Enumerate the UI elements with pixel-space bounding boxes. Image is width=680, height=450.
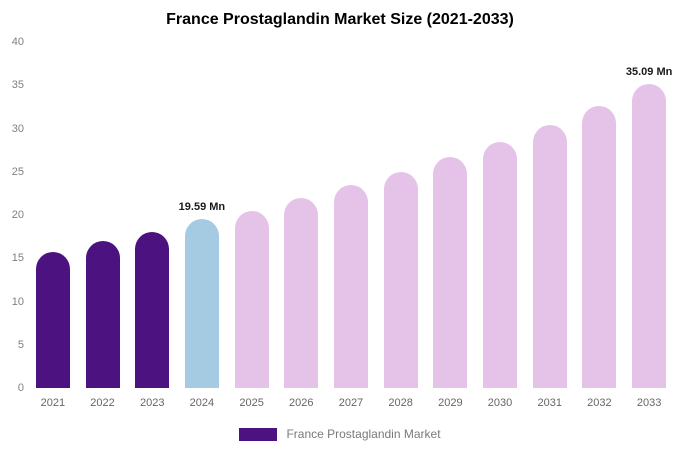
bar-2022 [85,240,120,388]
legend-label: France Prostaglandin Market [286,427,441,441]
x-tick-label: 2030 [487,397,513,409]
bar-2024 [184,218,219,388]
x-tick-label: 2021 [40,397,66,409]
bar-slot: 2029 [426,42,476,409]
bar-slot: 2022 [78,42,128,409]
data-label-2033: 35.09 Mn [625,66,673,79]
x-tick-label: 2028 [388,397,413,409]
bar-2023 [135,232,170,388]
x-tick-label: 2023 [139,397,165,409]
bar-2027 [333,184,368,388]
bar-slot: 35.09 Mn 2033 [624,42,674,409]
x-tick-label: 2022 [90,397,115,409]
x-tick-label: 2024 [189,397,215,409]
bar-slot: 2032 [575,42,625,409]
x-tick-label: 2027 [338,397,364,409]
x-tick-label: 2031 [537,397,562,409]
x-tick-label: 2029 [438,397,463,409]
y-tick-label: 25 [11,165,24,178]
y-tick-label: 30 [11,122,24,135]
y-tick-label: 20 [11,209,24,221]
bar-slot: 2031 [525,42,575,409]
y-tick-label: 0 [17,382,24,394]
data-label-2024: 19.59 Mn [178,200,226,213]
y-tick-label: 10 [11,295,24,308]
bar-2025 [234,210,269,388]
bar-slot: 2021 [28,42,78,409]
bar-slot: 2030 [475,42,525,409]
x-tick-label: 2026 [289,397,314,409]
bar-slot: 2027 [326,42,376,409]
bar-2026 [284,197,319,388]
bar-2033 [632,84,667,388]
bar-slot: 2028 [376,42,426,409]
bar-2021 [35,252,70,388]
x-tick-label: 2025 [239,397,264,409]
y-tick-label: 5 [17,338,24,351]
bar-slot: 2025 [227,42,277,409]
legend: France Prostaglandin Market [0,427,680,441]
x-tick-label: 2032 [587,397,612,409]
bar-slot: 19.59 Mn 2024 [177,42,227,409]
y-tick-label: 15 [11,252,24,265]
bar-2029 [433,157,468,388]
bar-2032 [582,106,617,388]
y-tick-label: 40 [11,36,24,48]
y-tick-label: 35 [11,79,24,92]
x-tick-label: 2033 [636,397,662,409]
y-axis: 0 5 10 15 20 25 30 35 40 [0,36,24,394]
legend-swatch-icon [239,427,278,441]
bar-2028 [383,171,418,388]
bar-slot: 2023 [127,42,177,409]
plot-area: 2021 2022 2023 19.59 Mn 2024 2025 2026 2027 2028… [28,42,674,409]
bar-2031 [532,125,567,388]
bar-2030 [483,142,518,388]
chart-title: France Prostaglandin Market Size (2021-2… [166,11,514,28]
bar-slot: 2026 [276,42,326,409]
